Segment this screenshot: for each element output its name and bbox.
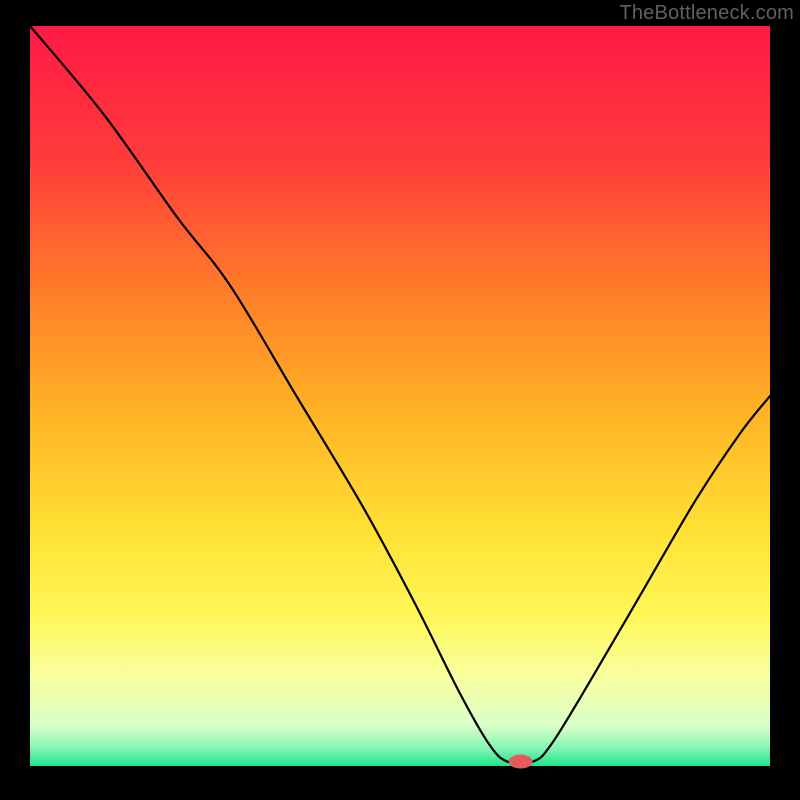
watermark-label: TheBottleneck.com — [619, 2, 794, 25]
optimal-marker — [509, 755, 533, 769]
chart-frame: TheBottleneck.com — [0, 0, 800, 800]
plot-background — [30, 26, 770, 766]
bottleneck-chart — [0, 0, 800, 800]
